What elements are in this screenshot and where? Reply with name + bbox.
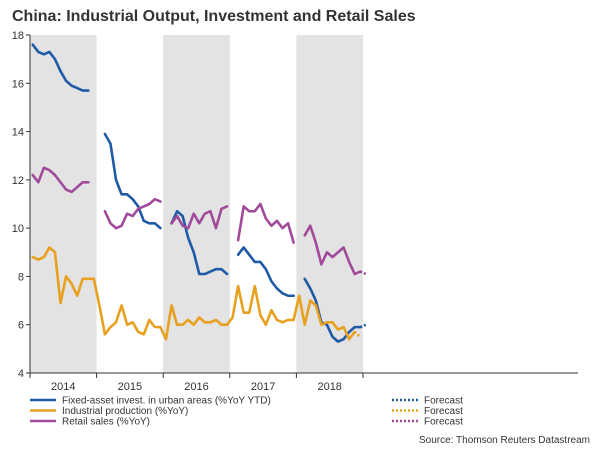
series-line-fixed_asset-4 bbox=[303, 277, 362, 343]
legend-forecast-label-industrial: Forecast bbox=[424, 406, 463, 417]
legend-label-retail: Retail sales (%YoY) bbox=[62, 417, 150, 428]
forecast-line-retail bbox=[359, 270, 367, 276]
shade-2014 bbox=[30, 35, 97, 373]
y-tick-label-12: 12 bbox=[12, 175, 24, 187]
y-tick-label-18: 18 bbox=[12, 30, 24, 42]
x-tick-label-2018: 2018 bbox=[317, 381, 341, 393]
axes: 4 6 8 10 12 14 16 18 2014 2015 2016 2017 2018 bbox=[12, 30, 578, 393]
x-tick-label-2015: 2015 bbox=[118, 381, 142, 393]
legend-forecast-label-retail: Forecast bbox=[424, 417, 463, 428]
series-line-retail-3 bbox=[236, 202, 295, 244]
legend-label-fixed_asset: Fixed-asset invest. in urban areas (%YoY… bbox=[62, 396, 271, 407]
series-line-retail-2 bbox=[170, 205, 229, 230]
series-retail bbox=[31, 166, 367, 276]
series-line-fixed_asset-1 bbox=[103, 132, 162, 230]
forecast-line-fixed_asset bbox=[359, 323, 367, 329]
series-layer bbox=[31, 43, 367, 343]
x-tick-label-2017: 2017 bbox=[251, 381, 275, 393]
y-tick-label-16: 16 bbox=[12, 78, 24, 90]
source-note: Source: Thomson Reuters Datastream bbox=[419, 435, 590, 446]
legend-forecast-label-fixed_asset: Forecast bbox=[424, 396, 463, 407]
forecast-line-industrial bbox=[353, 330, 362, 338]
series-line-industrial-0 bbox=[31, 246, 96, 305]
x-tick-label-2014: 2014 bbox=[51, 381, 75, 393]
legend-label-industrial: Industrial production (%YoY) bbox=[62, 406, 188, 417]
series-line-industrial-1 bbox=[92, 277, 162, 336]
x-tick-label-2016: 2016 bbox=[184, 381, 208, 393]
series-line-fixed_asset-2 bbox=[170, 209, 229, 276]
series-line-fixed_asset-0 bbox=[31, 43, 90, 92]
series-line-retail-1 bbox=[103, 197, 162, 230]
y-tick-label-6: 6 bbox=[18, 320, 24, 332]
y-tick-label-10: 10 bbox=[12, 223, 24, 235]
series-industrial bbox=[31, 246, 362, 341]
y-tick-label-8: 8 bbox=[18, 271, 24, 283]
legend: Fixed-asset invest. in urban areas (%YoY… bbox=[30, 396, 463, 428]
y-tick-label-4: 4 bbox=[18, 368, 24, 380]
series-fixed_asset bbox=[31, 43, 367, 343]
series-line-industrial-4 bbox=[292, 294, 356, 341]
series-line-fixed_asset-3 bbox=[236, 246, 295, 298]
series-line-industrial-2 bbox=[159, 304, 229, 341]
series-line-industrial-3 bbox=[225, 284, 295, 327]
chart-title: China: Industrial Output, Investment and… bbox=[12, 8, 416, 25]
series-line-retail-0 bbox=[31, 166, 90, 194]
y-tick-label-14: 14 bbox=[12, 127, 24, 139]
series-line-retail-4 bbox=[303, 224, 362, 276]
